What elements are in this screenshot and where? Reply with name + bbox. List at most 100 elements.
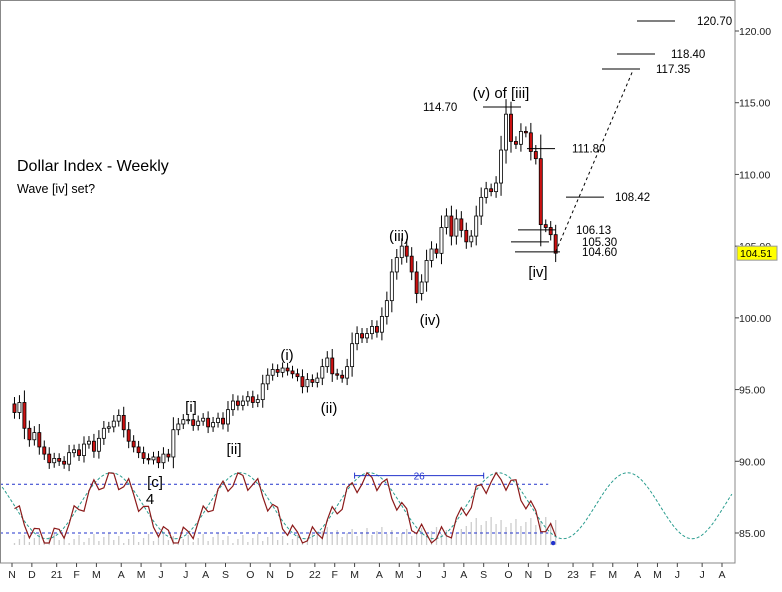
price-level-label: 104.60 [582, 247, 617, 259]
wave-label: (v) of [iii] [473, 85, 530, 102]
candle [181, 419, 186, 425]
candle [290, 370, 295, 375]
x-tick-label: S [222, 569, 229, 581]
candle [518, 130, 523, 145]
price-level-label: 106.13 [576, 225, 611, 237]
candle [171, 429, 176, 458]
x-tick-label: J [441, 569, 446, 581]
candle [32, 432, 37, 441]
candle [355, 333, 360, 345]
candle [409, 255, 414, 273]
candle [504, 113, 508, 151]
candle [469, 235, 474, 243]
candle [156, 456, 161, 464]
chart-subtitle: Wave [iv] set? [17, 182, 95, 196]
price-level-label: 108.42 [615, 192, 650, 204]
candle [280, 367, 285, 373]
candle [494, 182, 499, 193]
x-tick-label: A [202, 569, 209, 581]
candle [91, 440, 96, 452]
candle [414, 271, 419, 294]
candle [260, 383, 265, 401]
wave-label: [i] [185, 399, 197, 416]
candle [514, 141, 518, 145]
candle [434, 248, 439, 254]
candle [82, 443, 86, 456]
candle [52, 458, 57, 464]
wave-label: [c] [147, 474, 163, 491]
candle [126, 429, 131, 442]
candle [315, 377, 320, 383]
candle [404, 245, 409, 257]
candle [429, 248, 434, 261]
current-price-label: 104.51 [740, 248, 772, 260]
candle [300, 376, 305, 388]
candle [87, 440, 91, 445]
wave-label: (ii) [321, 400, 338, 417]
candle [240, 400, 245, 406]
candle [449, 215, 454, 237]
price-level-label: 114.70 [423, 102, 457, 114]
price-level-label: 118.40 [671, 49, 705, 61]
price-level-label: 105.30 [582, 237, 617, 249]
candle [553, 234, 558, 254]
candle [528, 132, 533, 152]
candle [330, 357, 335, 375]
candle [111, 420, 116, 428]
x-tick-label: 21 [51, 569, 63, 581]
x-tick-label: M [395, 569, 404, 581]
candle [265, 374, 270, 385]
current-price-tag [736, 245, 778, 261]
wave-label: [ii] [227, 441, 242, 458]
candle [384, 300, 389, 317]
x-tick-label: J [675, 569, 680, 581]
candle [211, 422, 216, 428]
candle [464, 229, 469, 243]
candle [310, 379, 315, 383]
candle [499, 149, 503, 184]
candle [379, 316, 384, 333]
candle [459, 218, 464, 231]
candle [42, 446, 47, 455]
candle [444, 215, 449, 228]
candle [275, 369, 280, 373]
candle [489, 188, 494, 193]
candle [106, 426, 111, 429]
wave-label: (iii) [389, 228, 409, 245]
candle [136, 446, 141, 454]
x-tick-label: M [92, 569, 101, 581]
wave-labels: [i] [ii] [c]4 (i) (ii) (iii) (iv) (v) of [iii] [… [146, 85, 548, 508]
x-tick-label: F [590, 569, 596, 581]
candle [399, 245, 404, 259]
x-tick-label: M [608, 569, 617, 581]
candle [96, 437, 101, 452]
candle [245, 396, 250, 402]
candle [479, 196, 484, 217]
last-point-marker [550, 540, 556, 546]
candlesticks [12, 99, 558, 472]
wave-label: (iv) [420, 312, 441, 329]
candle [394, 257, 399, 273]
candle [484, 188, 489, 198]
candle [77, 449, 81, 456]
candle [295, 373, 300, 378]
candle [305, 379, 310, 388]
candle [216, 417, 220, 423]
x-tick-label: J [417, 569, 422, 581]
candle [454, 218, 459, 237]
candle [533, 151, 538, 160]
candle [72, 449, 77, 454]
wave-label: (i) [280, 347, 293, 364]
candle [226, 409, 230, 425]
candle [543, 224, 548, 228]
axes: 85.0090.0095.00100.00105.00110.00115.001… [0, 0, 778, 581]
x-tick-label: F [332, 569, 338, 581]
candle [345, 366, 350, 379]
candle [360, 333, 364, 339]
x-tick-label: 22 [309, 569, 321, 581]
candle [255, 399, 260, 403]
candle [17, 402, 22, 413]
candle [350, 343, 355, 368]
candle [340, 374, 345, 379]
